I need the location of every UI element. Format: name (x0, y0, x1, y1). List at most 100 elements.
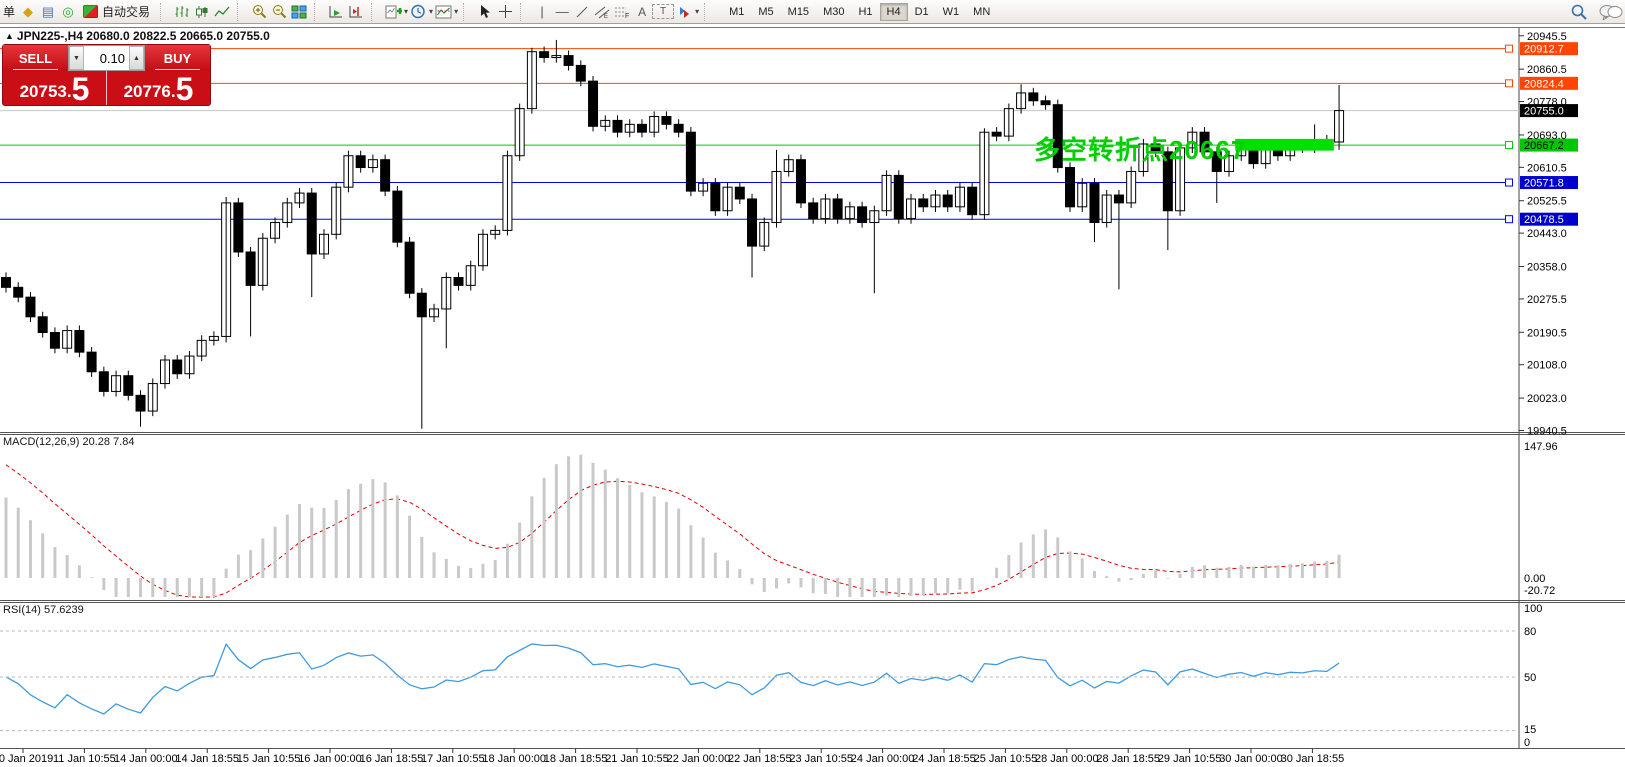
arrows-icon[interactable] (674, 2, 694, 21)
svg-text:20023.0: 20023.0 (1527, 393, 1567, 405)
line-handle[interactable] (1505, 141, 1513, 150)
svg-text:30 Jan 00:00: 30 Jan 00:00 (1219, 753, 1283, 765)
svg-text:20275.5: 20275.5 (1527, 294, 1567, 306)
tab-timeframe-mn[interactable]: MN (966, 3, 997, 21)
tab-timeframe-m1[interactable]: M1 (722, 3, 751, 21)
autotrading-button[interactable]: 自动交易 (78, 1, 155, 22)
svg-text:147.96: 147.96 (1524, 441, 1558, 453)
svg-text:21 Jan 10:55: 21 Jan 10:55 (605, 753, 669, 765)
svg-text:16 Jan 18:55: 16 Jan 18:55 (360, 753, 424, 765)
vertical-line-icon[interactable]: | (540, 4, 544, 19)
svg-text:30 Jan 18:55: 30 Jan 18:55 (1281, 753, 1345, 765)
svg-text:20860.5: 20860.5 (1527, 64, 1567, 76)
toolbar-separator (314, 2, 323, 21)
line-handle[interactable] (1505, 79, 1513, 88)
svg-text:20778.0: 20778.0 (1527, 97, 1567, 109)
crosshair-icon[interactable] (495, 2, 515, 21)
chart-shift-icon[interactable] (346, 2, 366, 21)
zoom-in-icon[interactable] (249, 2, 269, 21)
signals-icon[interactable]: ◎ (62, 4, 74, 19)
new-order-partial-button[interactable]: 单 (0, 3, 18, 20)
tab-timeframe-m5[interactable]: M5 (751, 3, 780, 21)
toolbar-separator (704, 2, 713, 21)
svg-text:23 Jan 10:55: 23 Jan 10:55 (789, 753, 853, 765)
price-badge (1520, 76, 1578, 90)
tab-timeframe-m30[interactable]: M30 (816, 3, 851, 21)
chart-title: ▲ JPN225-,H4 20680.0 20822.5 20665.0 2075… (5, 29, 270, 43)
svg-text:20824.4: 20824.4 (1524, 78, 1564, 90)
label-icon[interactable]: T (652, 4, 675, 19)
volume-input[interactable]: 0.10 (84, 46, 129, 70)
svg-text:16 Jan 00:00: 16 Jan 00:00 (298, 753, 362, 765)
indicators-icon[interactable] (383, 2, 403, 21)
arrows-dropdown-icon[interactable]: ▾ (695, 7, 700, 16)
profiles-icon[interactable]: ▤ (41, 4, 55, 19)
fibonacci-icon[interactable]: F (612, 2, 632, 21)
zoom-out-icon[interactable] (269, 2, 289, 21)
auto-scroll-icon[interactable] (326, 2, 346, 21)
chat-icon[interactable] (1599, 2, 1623, 21)
svg-text:20610.5: 20610.5 (1527, 162, 1567, 174)
timeframe-bar: M1 M5 M15 M30 H1 H4 D1 W1 MN (722, 2, 997, 21)
pivot-annotation[interactable]: 多空转折点20667 (1034, 135, 1247, 165)
price-badge (1520, 104, 1578, 118)
svg-text:20478.5: 20478.5 (1524, 214, 1564, 226)
svg-text:-20.72: -20.72 (1524, 585, 1555, 597)
toolbar-separator (371, 2, 380, 21)
buy-button[interactable]: BUY (145, 45, 210, 71)
templates-icon[interactable] (433, 2, 453, 21)
svg-text:28 Jan 00:00: 28 Jan 00:00 (1035, 753, 1099, 765)
svg-text:50: 50 (1524, 672, 1536, 684)
tab-timeframe-h1[interactable]: H1 (851, 3, 879, 21)
templates-dropdown-icon[interactable]: ▾ (454, 7, 459, 16)
line-handle[interactable] (1505, 178, 1513, 187)
macd-label: MACD(12,26,9) 20.28 7.84 (3, 436, 135, 448)
channel-icon[interactable]: E (592, 2, 612, 21)
tab-timeframe-d1[interactable]: D1 (908, 3, 936, 21)
svg-text:14 Jan 00:00: 14 Jan 00:00 (114, 753, 178, 765)
sell-price: 20753. 5 (19, 71, 90, 108)
svg-text:20358.0: 20358.0 (1527, 262, 1567, 274)
svg-text:15: 15 (1524, 724, 1536, 736)
svg-text:25 Jan 10:55: 25 Jan 10:55 (974, 753, 1038, 765)
svg-text:24 Jan 00:00: 24 Jan 00:00 (851, 753, 915, 765)
svg-text:11 Jan 10:55: 11 Jan 10:55 (53, 753, 116, 765)
highlight-zone[interactable] (1235, 138, 1334, 151)
toolbar: 单 ◆ ▤ ◎ 自动交易 ▾ ▾ ▾ (0, 0, 1625, 24)
search-icon[interactable] (1569, 2, 1589, 21)
sell-button[interactable]: SELL (3, 45, 68, 71)
svg-text:E: E (604, 14, 608, 19)
macd-panel (5, 464, 1340, 598)
volume-control: ▼ 0.10 ▲ (68, 45, 145, 71)
svg-text:20443.0: 20443.0 (1527, 228, 1567, 240)
bar-chart-icon[interactable] (172, 2, 192, 21)
periods-icon[interactable] (408, 2, 428, 21)
svg-text:0: 0 (1524, 737, 1530, 749)
cursor-icon[interactable] (475, 2, 495, 21)
rsi-panel (5, 642, 1340, 715)
indicators-dropdown-icon[interactable]: ▾ (404, 7, 409, 16)
new-order-icon[interactable]: ◆ (23, 4, 34, 19)
toolbar-right (1569, 2, 1625, 21)
volume-increase-button[interactable]: ▲ (129, 46, 144, 70)
tab-timeframe-h4[interactable]: H4 (879, 2, 908, 21)
trendline-icon[interactable] (572, 2, 592, 21)
tile-windows-icon[interactable] (289, 2, 309, 21)
symbol-marker-icon: ▲ (5, 31, 14, 41)
horizontal-line-icon[interactable]: — (555, 4, 569, 19)
svg-text:0.00: 0.00 (1524, 573, 1545, 585)
svg-text:28 Jan 18:55: 28 Jan 18:55 (1096, 753, 1160, 765)
tab-timeframe-m15[interactable]: M15 (781, 3, 816, 21)
text-icon[interactable]: A (638, 4, 647, 19)
line-handle[interactable] (1505, 215, 1513, 224)
line-handle[interactable] (1505, 44, 1513, 53)
svg-text:20755.0: 20755.0 (1524, 106, 1564, 118)
periods-dropdown-icon[interactable]: ▾ (429, 7, 434, 16)
volume-decrease-button[interactable]: ▼ (69, 46, 84, 70)
svg-text:29 Jan 10:55: 29 Jan 10:55 (1158, 753, 1222, 765)
tab-timeframe-w1[interactable]: W1 (936, 3, 967, 21)
candlestick-chart-icon[interactable] (192, 2, 212, 21)
svg-text:17 Jan 10:55: 17 Jan 10:55 (421, 753, 485, 765)
line-chart-icon[interactable] (212, 2, 232, 21)
